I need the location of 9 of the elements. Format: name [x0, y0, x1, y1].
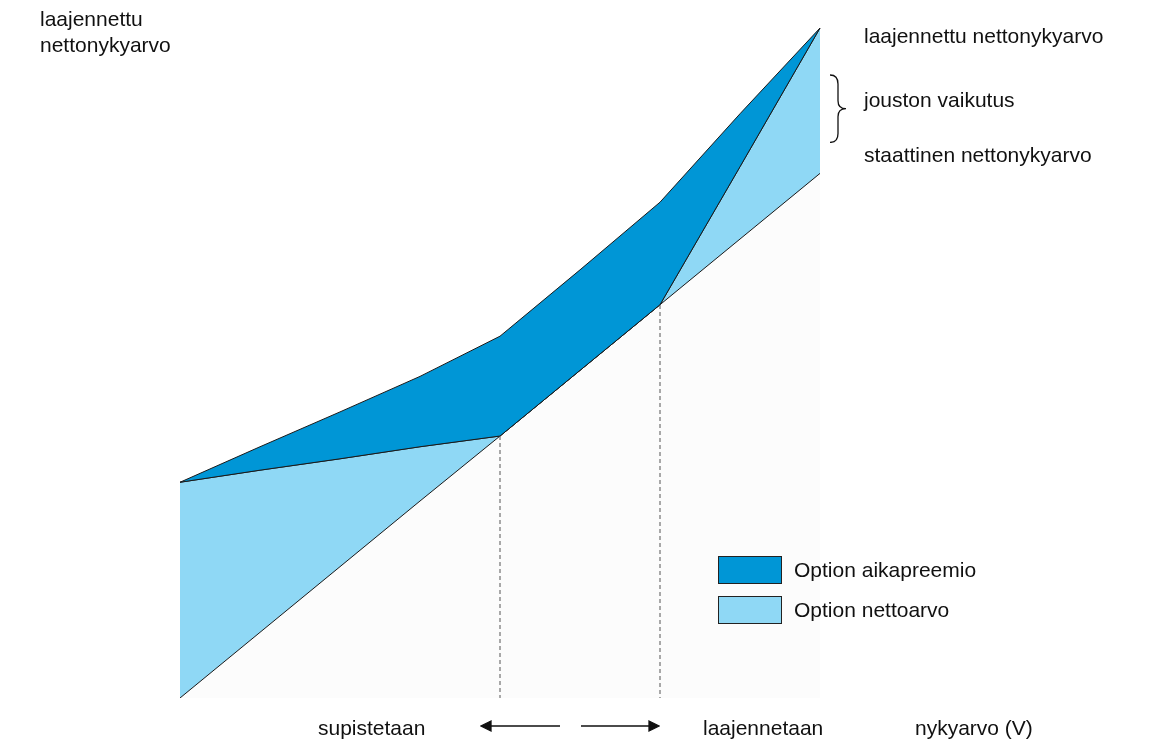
legend-label: Option nettoarvo	[794, 598, 950, 622]
annotation: jouston vaikutus	[864, 87, 1015, 112]
legend-label: Option aikapreemio	[794, 558, 977, 582]
text: supistetaan	[318, 716, 426, 740]
text: laajennetaan	[703, 716, 824, 740]
annotation: laajennettu nettonykyarvo	[864, 24, 1104, 48]
x-axis-title: nykyarvo (V)	[915, 716, 1033, 740]
annotation: staattinen nettonykyarvo	[864, 143, 1092, 168]
annotation: laajennettu nettonykyarvo	[40, 6, 172, 58]
